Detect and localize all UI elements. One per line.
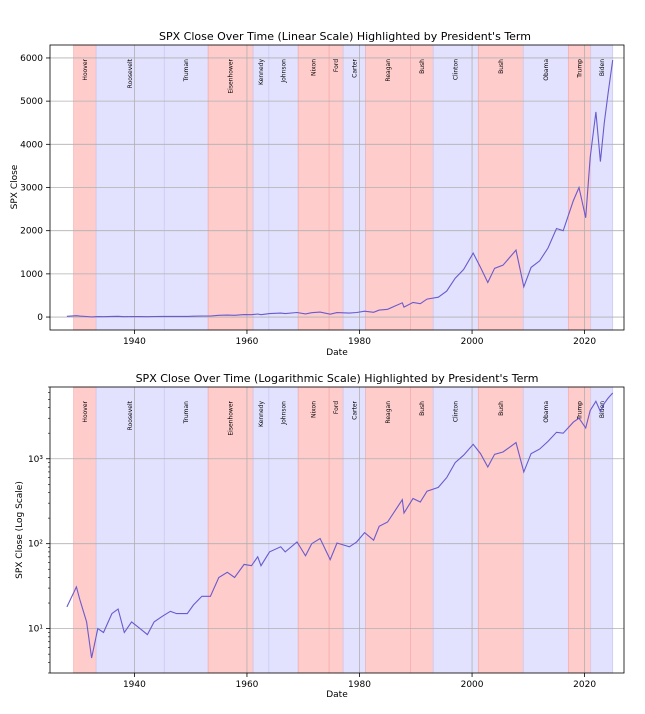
x-tick-label: 2020 bbox=[573, 680, 596, 690]
president-band bbox=[328, 386, 344, 674]
president-band bbox=[268, 386, 299, 674]
y-tick-label: 1000 bbox=[20, 270, 43, 280]
president-label: Hoover bbox=[82, 58, 89, 80]
president-label: Biden bbox=[599, 59, 606, 76]
chart-title: SPX Close Over Time (Linear Scale) Highl… bbox=[159, 30, 531, 43]
president-label: Trump bbox=[577, 401, 584, 421]
president-label: Trump bbox=[577, 59, 584, 79]
y-tick-label: 3000 bbox=[20, 184, 43, 194]
y-axis-label: SPX Close bbox=[10, 164, 20, 209]
president-label: Reagan bbox=[385, 59, 392, 82]
x-tick-label: 1980 bbox=[348, 337, 371, 347]
plot-frame bbox=[49, 386, 625, 674]
y-axis-ticks: 10¹ 10² 10³ bbox=[28, 386, 50, 674]
president-label: Kennedy bbox=[258, 59, 265, 85]
chart-title: SPX Close Over Time (Logarithmic Scale) … bbox=[136, 372, 539, 385]
grid-lines bbox=[50, 387, 624, 673]
president-label: Truman bbox=[183, 59, 190, 83]
president-bands bbox=[73, 386, 614, 674]
log-chart: SPX Close Over Time (Logarithmic Scale) … bbox=[15, 372, 625, 700]
president-label: Nixon bbox=[311, 59, 318, 76]
president-label: Johnson bbox=[281, 59, 288, 84]
president-label: Clinton bbox=[453, 401, 460, 422]
x-axis-ticks: 1940 1960 1980 2000 2020 bbox=[123, 673, 596, 690]
president-band bbox=[252, 386, 270, 674]
president-label: Carter bbox=[351, 400, 358, 419]
president-band bbox=[365, 386, 412, 674]
president-label: Clinton bbox=[453, 59, 460, 80]
x-tick-label: 2000 bbox=[461, 680, 484, 690]
president-label: Obama bbox=[543, 59, 550, 81]
president-labels: Hoover Roosevelt Truman Eisenhower Kennedy Jo… bbox=[82, 400, 606, 435]
x-axis-label: Date bbox=[326, 348, 348, 358]
president-label: Bush bbox=[419, 59, 426, 74]
x-axis-label: Date bbox=[326, 690, 348, 700]
x-tick-label: 1960 bbox=[236, 337, 259, 347]
president-label: Eisenhower bbox=[228, 400, 235, 435]
grid-lines bbox=[50, 45, 624, 330]
president-label: Obama bbox=[543, 401, 550, 423]
president-label: Ford bbox=[333, 401, 340, 414]
y-tick-label: 4000 bbox=[20, 140, 43, 150]
spx-line bbox=[66, 392, 614, 659]
president-label: Carter bbox=[351, 58, 358, 77]
x-tick-label: 1940 bbox=[123, 337, 146, 347]
president-band bbox=[567, 386, 592, 674]
president-label: Johnson bbox=[281, 401, 288, 426]
spx-line bbox=[66, 60, 614, 318]
president-label: Hoover bbox=[82, 400, 89, 422]
x-tick-label: 2020 bbox=[573, 337, 596, 347]
president-label: Truman bbox=[183, 401, 190, 425]
x-tick-label: 1960 bbox=[236, 680, 259, 690]
x-tick-label: 1940 bbox=[123, 680, 146, 690]
president-band bbox=[477, 386, 524, 674]
president-label: Roosevelt bbox=[127, 58, 134, 88]
y-tick-label: 10³ bbox=[28, 455, 43, 465]
y-tick-label: 10¹ bbox=[28, 625, 43, 635]
y-axis-label: SPX Close (Log Scale) bbox=[15, 481, 25, 579]
president-band bbox=[432, 386, 479, 674]
president-band bbox=[297, 386, 330, 674]
president-band bbox=[522, 386, 569, 674]
y-tick-label: 5000 bbox=[20, 97, 43, 107]
president-label: Nixon bbox=[311, 401, 318, 418]
president-label: Bush bbox=[498, 401, 505, 416]
president-band bbox=[163, 386, 209, 674]
president-label: Bush bbox=[419, 401, 426, 416]
linear-chart: SPX Close Over Time (Linear Scale) Highl… bbox=[10, 30, 625, 358]
president-label: Biden bbox=[599, 401, 606, 418]
y-axis-ticks: 0 1000 2000 3000 4000 5000 6000 bbox=[20, 54, 50, 323]
y-tick-label: 0 bbox=[37, 313, 43, 323]
president-label: Kennedy bbox=[258, 401, 265, 427]
president-band bbox=[73, 386, 97, 674]
president-band bbox=[342, 386, 366, 674]
y-tick-label: 6000 bbox=[20, 54, 43, 64]
x-axis-ticks: 1940 1960 1980 2000 2020 bbox=[123, 330, 596, 347]
y-tick-label: 2000 bbox=[20, 227, 43, 237]
y-tick-label: 10² bbox=[28, 540, 43, 550]
president-band bbox=[410, 386, 434, 674]
president-band bbox=[590, 386, 614, 674]
president-labels: Hoover Roosevelt Truman Eisenhower Kennedy Jo… bbox=[82, 58, 606, 93]
president-band bbox=[207, 386, 254, 674]
president-label: Bush bbox=[498, 59, 505, 74]
president-label: Ford bbox=[333, 59, 340, 72]
president-label: Roosevelt bbox=[127, 400, 134, 430]
president-label: Eisenhower bbox=[228, 58, 235, 93]
x-tick-label: 1980 bbox=[348, 680, 371, 690]
president-label: Reagan bbox=[385, 401, 392, 424]
x-tick-label: 2000 bbox=[461, 337, 484, 347]
